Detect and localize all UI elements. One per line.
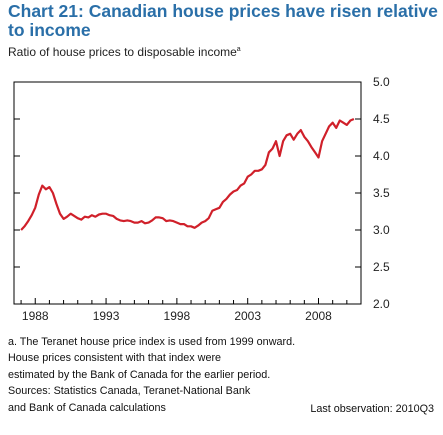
last-observation: Last observation: 2010Q3 — [310, 403, 434, 415]
x-tick-label: 1998 — [164, 309, 191, 323]
y-tick-label: 3.0 — [373, 223, 390, 237]
x-tick-label: 2008 — [305, 309, 332, 323]
x-tick-label: 2003 — [234, 309, 261, 323]
x-tick-label: 1988 — [22, 309, 49, 323]
y-tick-label: 4.0 — [373, 149, 390, 163]
note-line: estimated by the Bank of Canada for the … — [8, 368, 271, 381]
chart-notes: a. The Teranet house price index is used… — [8, 334, 438, 416]
line-chart: 2.0 2.5 3.0 3.5 4.0 4.5 5.0 1988 1993 1998 2003 200… — [13, 75, 390, 323]
series-line-house-price-ratio — [20, 117, 355, 231]
plot-frame — [13, 81, 362, 305]
note-line: House prices consistent with that index … — [8, 352, 222, 365]
y-tick-label: 2.0 — [373, 297, 390, 311]
subtitle-note-marker: a — [236, 46, 241, 53]
y-tick-label: 4.5 — [373, 112, 390, 126]
note-line: Sources: Statistics Canada, Teranet-Nati… — [8, 385, 251, 398]
x-tick-label: 1993 — [93, 309, 120, 323]
chart-subtitle: Ratio of house prices to disposable inco… — [8, 45, 241, 59]
y-tick-label: 3.5 — [373, 186, 390, 200]
note-line: and Bank of Canada calculations — [8, 401, 166, 414]
subtitle-text: Ratio of house prices to disposable inco… — [8, 45, 237, 59]
chart-title: Chart 21: Canadian house prices have ris… — [8, 1, 438, 40]
y-tick-label: 2.5 — [373, 260, 390, 274]
note-line: a. The Teranet house price index is used… — [8, 336, 296, 348]
y-tick-label: 5.0 — [373, 75, 390, 89]
